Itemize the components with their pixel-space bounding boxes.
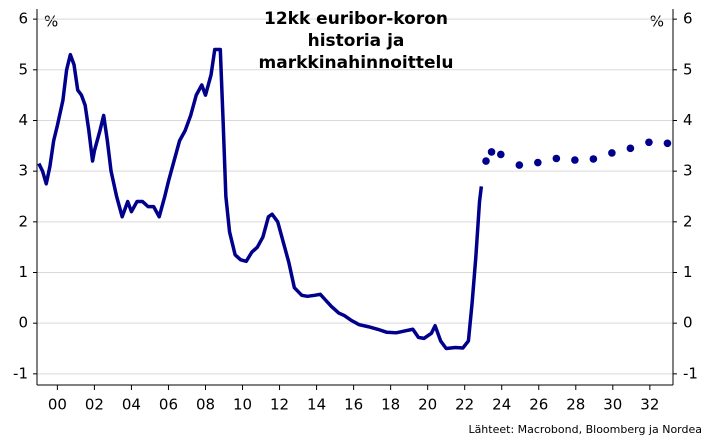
forecast-point <box>663 139 672 148</box>
x-tick-label: 26 <box>529 396 548 414</box>
x-tick-label: 10 <box>233 396 252 414</box>
y2-tick-label: 1 <box>683 263 693 281</box>
y2-tick-label: 2 <box>683 212 693 230</box>
y-tick-label: -1 <box>13 364 28 382</box>
x-tick-label: 18 <box>381 396 400 414</box>
y-tick-label: 5 <box>18 60 28 78</box>
y2-tick-label: 6 <box>683 10 693 28</box>
x-tick-label: 32 <box>640 396 659 414</box>
y-axis-label: % <box>44 13 58 31</box>
forecast-point <box>487 148 496 156</box>
x-tick-label: 08 <box>196 396 215 414</box>
source: Lähteet: Macrobond, Bloomberg ja Nordea <box>468 423 702 436</box>
y2-tick-label: 0 <box>683 314 693 332</box>
forecast-point <box>626 144 635 153</box>
y2-tick-label: 5 <box>683 60 693 78</box>
x-tick-label: 04 <box>122 396 141 414</box>
forecast-point <box>534 158 542 167</box>
forecast-point <box>571 156 579 164</box>
x-tick-label: 30 <box>603 396 622 414</box>
y-tick-label: 1 <box>18 263 28 281</box>
y-tick-label: 4 <box>18 111 28 129</box>
forecast-point <box>497 150 505 159</box>
forecast-point <box>589 155 598 163</box>
x-tick-label: 28 <box>566 396 585 414</box>
x-tick-label: 20 <box>418 396 437 414</box>
forecast-point <box>552 154 561 163</box>
y-tick-label: 6 <box>18 10 28 28</box>
x-tick-label: 14 <box>307 396 326 414</box>
y2-tick-label: 4 <box>683 111 693 129</box>
forecast-point <box>608 149 616 157</box>
forecast-point <box>482 157 490 165</box>
y2-tick-label: 3 <box>683 162 693 180</box>
chart-title: 12kk euribor-koron historia ja markkinah… <box>258 9 454 73</box>
forecast-point <box>515 161 524 169</box>
x-tick-label: 24 <box>492 396 511 414</box>
x-tick-label: 00 <box>48 396 67 414</box>
y-tick-label: 0 <box>18 314 28 332</box>
y-tick-label: 3 <box>18 162 28 180</box>
x-tick-label: 02 <box>85 396 104 414</box>
y2-tick-label: -1 <box>683 364 698 382</box>
x-tick-label: 06 <box>159 396 178 414</box>
forecast-point <box>645 138 653 147</box>
line-series <box>37 47 484 351</box>
x-tick-label: 12 <box>270 396 289 414</box>
y-tick-label: 2 <box>18 212 28 230</box>
x-tick-label: 22 <box>455 396 474 414</box>
x-tick-label: 16 <box>344 396 363 414</box>
y2-axis-label: % <box>650 13 664 31</box>
